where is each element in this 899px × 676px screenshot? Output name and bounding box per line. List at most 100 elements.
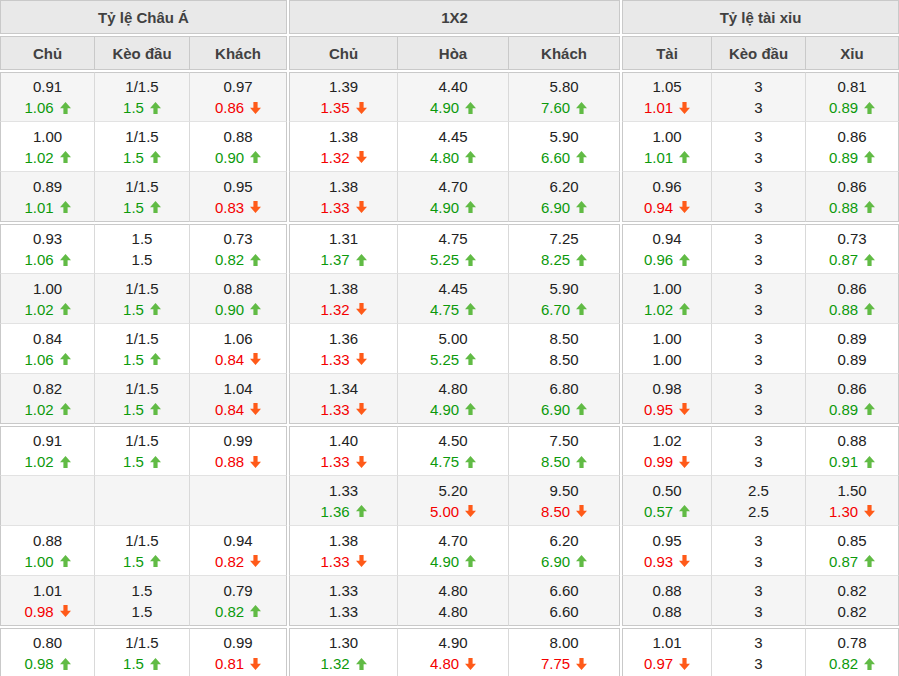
opening-odds-value: 0.88 (223, 279, 252, 298)
live-odds-value: 0.82 (215, 250, 261, 269)
live-odds-text: 1.5 (123, 400, 144, 419)
odds-block: 0.911.061/1.51.50.970.861.391.354.404.90… (0, 72, 899, 222)
odds-cell: 0.880.90 (190, 122, 287, 172)
opening-odds-value: 3 (754, 531, 762, 550)
live-odds-text: 4.80 (430, 148, 459, 167)
trend-up-icon (576, 555, 587, 567)
column-header-over: Tài (622, 36, 712, 70)
live-odds-text: 1.32 (320, 654, 349, 673)
live-odds-text: 1.5 (123, 148, 144, 167)
odds-cell: 1.381.32 (289, 274, 398, 324)
live-odds-value: 1.33 (320, 198, 366, 217)
live-odds-text: 1.00 (652, 350, 681, 369)
odds-cell: 4.755.25 (398, 224, 509, 274)
live-odds-value: 0.82 (215, 552, 261, 571)
odds-row: 1.001.021/1.51.50.880.901.381.324.454.75… (0, 274, 899, 324)
live-odds-text: 0.82 (215, 602, 244, 621)
odds-cell: 0.880.90 (190, 274, 287, 324)
odds-cell: 0.960.94 (622, 172, 712, 222)
live-odds-value: 0.84 (215, 400, 261, 419)
trend-down-icon (250, 456, 261, 468)
opening-odds-value: 1.50 (837, 481, 866, 500)
live-odds-text: 1.5 (123, 552, 144, 571)
odds-cell: 1/1.51.5 (95, 374, 190, 424)
live-odds-value: 1.01 (644, 98, 690, 117)
live-odds-value: 6.70 (541, 300, 587, 319)
opening-odds-value: 6.60 (549, 581, 578, 600)
live-odds-text: 0.88 (652, 602, 681, 621)
live-odds-text: 0.89 (837, 350, 866, 369)
opening-odds-value: 4.70 (438, 177, 467, 196)
opening-odds-value: 9.50 (549, 481, 578, 500)
trend-up-icon (864, 303, 875, 315)
odds-cell: 33 (712, 576, 806, 626)
odds-cell: 0.841.06 (0, 324, 95, 374)
odds-block: 0.911.021/1.51.50.990.881.401.334.504.75… (0, 426, 899, 626)
odds-cell: 1.001.02 (622, 274, 712, 324)
odds-cell: 0.800.98 (0, 628, 95, 676)
opening-odds-value: 1.38 (329, 127, 358, 146)
opening-odds-value: 1.34 (329, 379, 358, 398)
odds-cell: 4.904.80 (398, 628, 509, 676)
live-odds-text: 0.87 (829, 552, 858, 571)
trend-up-icon (60, 201, 71, 213)
live-odds-value: 0.89 (829, 400, 875, 419)
odds-cell: 5.005.25 (398, 324, 509, 374)
odds-cell: 0.881.00 (0, 526, 95, 576)
odds-cell: 1.311.37 (289, 224, 398, 274)
live-odds-text: 0.87 (829, 250, 858, 269)
opening-odds-value: 1.33 (329, 481, 358, 500)
odds-cell: 0.940.96 (622, 224, 712, 274)
live-odds-value: 0.83 (215, 198, 261, 217)
live-odds-value: 3 (754, 148, 762, 167)
odds-cell: 1.001.02 (0, 122, 95, 172)
odds-cell: 1.020.99 (622, 426, 712, 476)
trend-up-icon (465, 456, 476, 468)
trend-down-icon (356, 303, 367, 315)
odds-cell: 1/1.51.5 (95, 122, 190, 172)
odds-row: 0.911.021/1.51.50.990.881.401.334.504.75… (0, 426, 899, 476)
live-odds-text: 1.37 (320, 250, 349, 269)
trend-up-icon (60, 353, 71, 365)
trend-down-icon (250, 555, 261, 567)
live-odds-value: 4.90 (430, 198, 476, 217)
live-odds-text: 1.5 (123, 300, 144, 319)
live-odds-text: 1.33 (320, 350, 349, 369)
odds-row: 0.931.061.51.50.730.821.311.374.755.257.… (0, 224, 899, 274)
odds-cell: 0.950.93 (622, 526, 712, 576)
odds-cell: 0.790.82 (190, 576, 287, 626)
live-odds-value: 3 (754, 98, 762, 117)
odds-cell: 0.780.82 (806, 628, 899, 676)
odds-cell: 1.51.5 (95, 224, 190, 274)
opening-odds-value: 0.96 (652, 177, 681, 196)
opening-odds-value: 0.73 (837, 229, 866, 248)
live-odds-text: 3 (754, 148, 762, 167)
trend-down-icon (576, 658, 587, 670)
opening-odds-value: 1.00 (33, 127, 62, 146)
live-odds-text: 1.5 (132, 250, 153, 269)
live-odds-text: 3 (754, 300, 762, 319)
live-odds-value: 4.90 (430, 552, 476, 571)
live-odds-text: 4.75 (430, 452, 459, 471)
live-odds-text: 1.33 (320, 452, 349, 471)
live-odds-value: 0.89 (837, 350, 866, 369)
trend-down-icon (356, 403, 367, 415)
live-odds-text: 8.25 (541, 250, 570, 269)
live-odds-text: 1.33 (329, 602, 358, 621)
live-odds-value: 3 (754, 552, 762, 571)
trend-up-icon (150, 403, 161, 415)
opening-odds-value: 1.02 (652, 431, 681, 450)
odds-cell: 1.341.33 (289, 374, 398, 424)
live-odds-text: 1.01 (24, 198, 53, 217)
live-odds-value: 1.02 (24, 300, 70, 319)
live-odds-value: 1.33 (320, 552, 366, 571)
opening-odds-value: 5.20 (438, 481, 467, 500)
opening-odds-value: 3 (754, 279, 762, 298)
trend-down-icon (679, 456, 690, 468)
trend-up-icon (150, 102, 161, 114)
live-odds-text: 3 (754, 400, 762, 419)
odds-body: 0.911.061/1.51.50.970.861.391.354.404.90… (0, 72, 899, 676)
live-odds-text: 0.98 (24, 602, 53, 621)
trend-down-icon (679, 658, 690, 670)
live-odds-text: 4.80 (438, 602, 467, 621)
